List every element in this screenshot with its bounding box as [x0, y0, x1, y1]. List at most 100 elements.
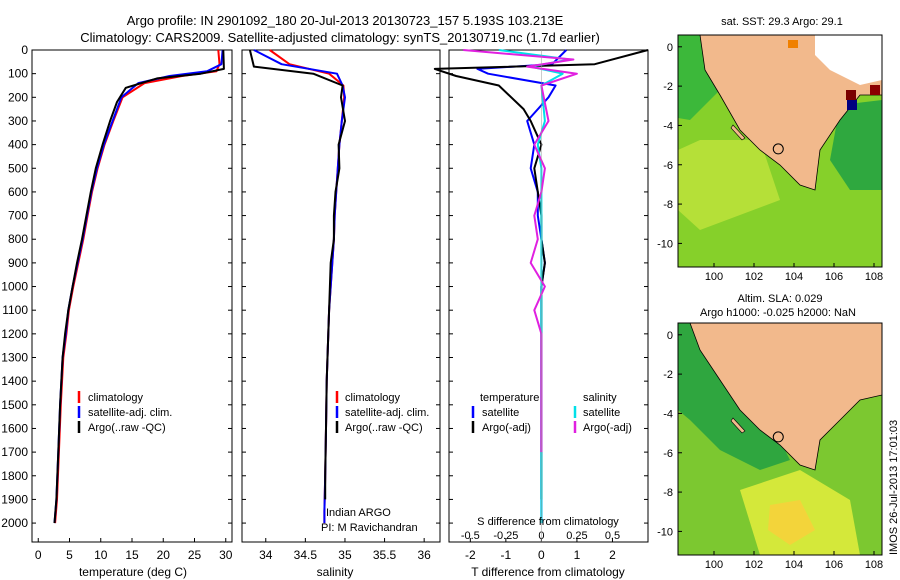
y-tick-label: 1800 — [1, 469, 28, 483]
argo-location-marker — [772, 431, 784, 443]
temperature-legend: climatology satellite-adj. clim. Argo(..… — [77, 391, 172, 434]
sla-map-frame — [677, 322, 883, 556]
series-line — [498, 49, 571, 524]
difference-top-x-label: S difference from climatology — [477, 516, 619, 528]
y-tick-label: 800 — [8, 232, 28, 246]
sst-map-axes: 100 102 104 106 108 0 -2 -4 -6 -8 -10 — [657, 42, 883, 283]
y-tick-label: 700 — [8, 209, 28, 223]
series-line — [253, 49, 346, 524]
x-tick-label: -1 — [501, 548, 512, 562]
sumatra-land-bottom — [689, 323, 882, 471]
map-y-tick-label: -8 — [663, 199, 673, 211]
salinity-legend: climatology satellite-adj. clim. Argo(..… — [335, 391, 429, 434]
map-x-tick-label: 100 — [705, 559, 723, 571]
imos-timestamp: IMOS 26-Jul-2013 17:01:03 — [888, 420, 900, 555]
legend-label-s-argo: Argo(-adj) — [583, 422, 632, 434]
legend-label-climatology: climatology — [345, 392, 401, 404]
series-line — [53, 49, 225, 524]
sst-map-title: sat. SST: 29.3 Argo: 29.1 — [721, 16, 843, 28]
sst-map-frame — [677, 34, 883, 268]
temperature-panel: 0 5 10 15 20 25 300100200300400500600700800900… — [1, 43, 232, 579]
map-y-tick-label: -2 — [663, 81, 673, 93]
y-tick-label: 1600 — [1, 421, 28, 435]
map-y-tick-label: -4 — [663, 408, 673, 420]
map-x-tick-label: 104 — [785, 559, 803, 571]
figure-title-line1: Argo profile: IN 2901092_180 20-Jul-2013… — [127, 13, 564, 28]
map-x-tick-label: 106 — [825, 271, 843, 283]
legend-header-temperature: temperature — [480, 392, 539, 404]
y-tick-label: 200 — [8, 90, 28, 104]
map-y-tick-label: 0 — [667, 330, 673, 342]
series-line — [248, 49, 346, 500]
x-tick-label: 0 — [35, 548, 42, 562]
annotation-pi: PI: M Ravichandran — [321, 522, 418, 534]
y-tick-label: 900 — [8, 256, 28, 270]
y-tick-label: 500 — [8, 161, 28, 175]
map-x-tick-label: 100 — [705, 271, 723, 283]
x-tick-label: 2 — [609, 548, 616, 562]
legend-label-s-satellite: satellite — [583, 407, 620, 419]
map-x-tick-label: 102 — [745, 271, 763, 283]
x-tick-label: 20 — [157, 548, 171, 562]
map-y-tick-label: -2 — [663, 369, 673, 381]
map-x-tick-label: 106 — [825, 559, 843, 571]
sla-mentawai-island — [730, 417, 746, 434]
difference-axes-frame — [448, 49, 649, 543]
map-y-tick-label: -8 — [663, 487, 673, 499]
sst-map-content — [678, 35, 882, 267]
y-tick-label: 1300 — [1, 351, 28, 365]
y-tick-label: 0 — [21, 43, 28, 57]
series-line — [476, 49, 568, 524]
map-y-tick-label: -10 — [657, 526, 673, 538]
temperature-plot-area: 0 5 10 15 20 25 300100200300400500600700800900… — [1, 43, 232, 562]
annotation-indian-argo: Indian ARGO — [326, 507, 391, 519]
legend-label-t-satellite: satellite — [482, 407, 519, 419]
sst-cool-patch — [830, 100, 882, 190]
sla-orange-patch — [768, 500, 815, 545]
y-tick-label: 2000 — [1, 516, 28, 530]
sla-map-title-line1: Altim. SLA: 0.029 — [738, 293, 823, 305]
x-tick-label: 0 — [538, 548, 545, 562]
x-tick-label: 35.5 — [373, 548, 397, 562]
salinity-x-label: salinity — [317, 565, 354, 579]
x-tick-label: 15 — [125, 548, 139, 562]
series-line — [269, 49, 346, 524]
legend-label-argo: Argo(..raw -QC) — [88, 422, 166, 434]
x-tick-label: 10 — [94, 548, 108, 562]
y-tick-label: 1700 — [1, 445, 28, 459]
top-tick-label: -0.5 — [461, 530, 480, 542]
x-tick-label: 35 — [338, 548, 352, 562]
y-tick-label: 400 — [8, 138, 28, 152]
x-tick-label: 30 — [219, 548, 233, 562]
map-y-tick-label: -6 — [663, 448, 673, 460]
salinity-axes-frame — [241, 49, 441, 543]
difference-panel: -2 -1 0 1 2-0.5 -0.25 0 0.25 0.5 S difference fr… — [433, 49, 649, 579]
legend-label-satellite: satellite-adj. clim. — [345, 407, 429, 419]
legend-header-salinity: salinity — [583, 392, 617, 404]
sst-hot-cell-1 — [846, 90, 856, 100]
y-tick-label: 300 — [8, 114, 28, 128]
figure-title-line2: Climatology: CARS2009. Satellite-adjuste… — [80, 30, 600, 45]
map-x-tick-label: 108 — [865, 271, 883, 283]
series-line — [54, 49, 221, 524]
legend-label-argo: Argo(..raw -QC) — [345, 422, 423, 434]
sst-hot-cell-2 — [870, 85, 880, 95]
sst-map-panel: sat. SST: 29.3 Argo: 29.1 100 102 104 106 10… — [657, 16, 883, 283]
map-y-tick-label: -6 — [663, 160, 673, 172]
salinity-plot-area: 34 34.5 35 35.5 36 — [242, 49, 440, 562]
difference-legend: temperature salinity satellite Argo(-adj… — [471, 392, 632, 434]
x-tick-label: 34.5 — [294, 548, 318, 562]
temperature-x-label: temperature (deg C) — [79, 565, 187, 579]
sst-orange-cell — [788, 40, 798, 48]
top-tick-label: 0.5 — [605, 530, 620, 542]
x-tick-label: 36 — [417, 548, 431, 562]
sst-warm-patch — [678, 140, 780, 230]
sst-mentawai-island — [730, 124, 746, 141]
map-y-tick-label: -4 — [663, 120, 673, 132]
x-tick-label: 25 — [188, 548, 202, 562]
temperature-axes-frame — [31, 49, 233, 543]
map-y-tick-label: -10 — [657, 238, 673, 250]
sla-map-axes: 100 102 104 106 108 0 -2 -4 -6 -8 -10 — [657, 330, 883, 571]
difference-x-label: T difference from climatology — [471, 565, 625, 579]
